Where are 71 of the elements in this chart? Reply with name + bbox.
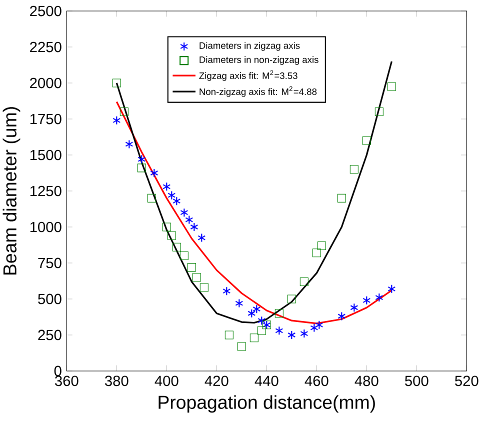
point (147, 194, 156, 202)
point (200, 283, 208, 292)
y-tick-label: 0 (54, 366, 62, 376)
point (310, 323, 318, 332)
point (317, 241, 326, 250)
y-tick-label: 750 (38, 258, 62, 268)
point (250, 334, 258, 342)
point (337, 194, 346, 202)
point (187, 263, 196, 272)
x-tick-label: 360 (54, 376, 78, 386)
point (375, 293, 384, 302)
point (252, 304, 261, 314)
point (248, 308, 256, 318)
y-tick-label: 1000 (30, 222, 62, 232)
legend-label: Non-zigzag axis fit: M$^{2}$=4.88 (200, 86, 317, 97)
point (338, 312, 346, 321)
point (112, 78, 121, 88)
y-tick-label: 2500 (30, 6, 62, 16)
y-tick-label: 2000 (30, 78, 62, 88)
x-tick-label: 420 (204, 376, 228, 386)
x-tick-label: 480 (354, 376, 378, 386)
point (388, 284, 396, 294)
y-tick-label: 500 (38, 294, 62, 304)
y-tick-label: 250 (38, 330, 62, 340)
point (315, 320, 324, 330)
point (222, 286, 231, 296)
point (150, 168, 158, 178)
point (300, 277, 308, 286)
y-tick-label: 1750 (30, 114, 62, 124)
point (138, 154, 146, 164)
point (180, 252, 188, 260)
point (125, 140, 134, 149)
point (235, 298, 244, 308)
point (137, 164, 146, 172)
point (172, 242, 181, 252)
point (362, 296, 371, 305)
point (274, 309, 284, 318)
point (287, 294, 296, 304)
line-series (116, 100, 392, 324)
point (312, 248, 321, 258)
x-axis-title: Propagation distance(mm) (158, 395, 375, 413)
legend-label: Diameters in non-zigzag axis (200, 56, 318, 65)
point (362, 136, 371, 145)
legend-label: Zigzag axis fit: M$^{2}$=3.53 (199, 70, 298, 81)
x-tick-label: 500 (405, 376, 428, 386)
point (275, 326, 284, 336)
point (300, 329, 308, 338)
y-tick-label: 1250 (30, 186, 62, 196)
y-tick-label: 2250 (30, 42, 62, 52)
x-tick-label: 520 (455, 376, 478, 386)
point (237, 342, 246, 351)
legend-label: Diameters in zigzag axis (200, 42, 300, 51)
point (374, 108, 384, 116)
point (288, 330, 296, 340)
x-tick-label: 460 (304, 376, 328, 386)
point (387, 82, 396, 91)
x-tick-label: 380 (104, 376, 128, 386)
point (224, 330, 234, 340)
point (198, 233, 206, 242)
point (192, 273, 201, 282)
x-tick-label: 400 (154, 376, 178, 386)
x-tick-label: 440 (254, 376, 278, 386)
point (120, 108, 128, 116)
point (257, 326, 266, 335)
y-axis-title: Beam diameter (um) (2, 107, 20, 275)
point (350, 165, 358, 174)
point (350, 303, 358, 312)
point (167, 231, 176, 240)
y-tick-label: 1500 (30, 150, 62, 160)
point (162, 222, 171, 232)
point (112, 116, 121, 125)
